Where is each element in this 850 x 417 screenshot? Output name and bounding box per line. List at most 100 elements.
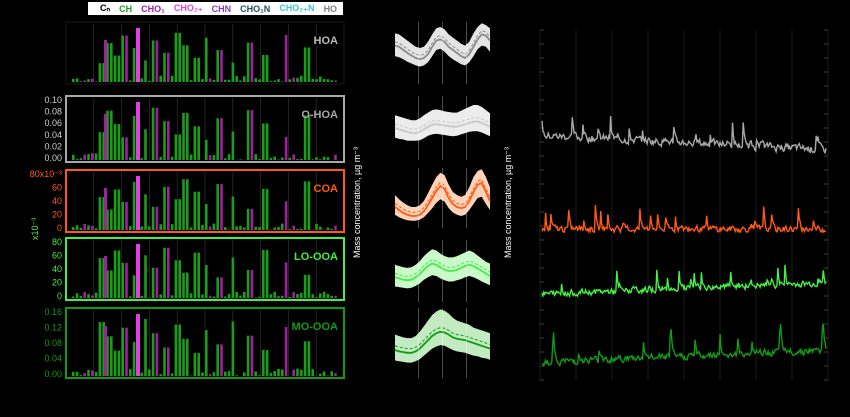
spectrum-bar	[216, 50, 219, 82]
mid-axis-label: Mass concentration, µg m⁻³	[352, 147, 362, 258]
spectrum-bar	[182, 179, 185, 230]
spectrum-bar	[189, 293, 193, 298]
spectrum-bar	[208, 295, 212, 298]
spectrum-bar	[159, 75, 162, 82]
spectrum-bar	[87, 79, 90, 82]
spectrum-bar	[91, 153, 94, 160]
spectrum-bar	[250, 335, 254, 376]
spectrum-bar	[104, 256, 107, 298]
spectrum-frame	[65, 307, 345, 379]
spectrum-bar	[178, 199, 181, 230]
spectrum-bar	[170, 373, 174, 376]
spectrum-bar	[79, 375, 83, 376]
spectrum-bar	[186, 272, 189, 298]
spectrum-bar	[227, 293, 231, 298]
spectrum-bar	[284, 262, 288, 298]
spectrum-bar	[246, 335, 250, 376]
spectrum-bar	[117, 350, 121, 376]
tick-label: 20	[52, 278, 62, 288]
spectrum-bar	[216, 184, 219, 230]
spectrum-bar	[167, 52, 170, 82]
spectrum-bar	[170, 295, 174, 298]
spectrum-bar	[205, 330, 208, 376]
spectrum-bar	[326, 157, 330, 160]
timeseries-line-lo-ooa	[541, 264, 827, 299]
spectrum-bar	[201, 294, 204, 298]
spectrum-bar	[288, 79, 292, 82]
tick-label: 0.04	[44, 130, 62, 140]
spectrum-bar	[235, 375, 238, 376]
spectrum-bar	[277, 296, 280, 298]
legend-item: CHO₁N	[240, 3, 271, 14]
spectrum-bar	[273, 80, 276, 82]
spectrum-bar	[311, 159, 314, 160]
spectrum-bar	[163, 121, 166, 160]
spectrum-bar	[243, 76, 246, 82]
spectrum-bar	[189, 227, 193, 230]
spectrum-bar	[212, 79, 216, 82]
spectrum-bar	[140, 158, 143, 160]
spectrum-bar	[83, 223, 86, 230]
spectrum-bar	[269, 81, 273, 82]
spectrum-bar	[159, 224, 162, 230]
tick-label: 0.00	[44, 153, 62, 163]
spectrum-bar	[155, 107, 159, 160]
spectrum-bar	[303, 115, 307, 160]
spectrum-bar	[273, 227, 276, 230]
spectrum-bar	[94, 292, 98, 298]
spectrum-bar	[303, 181, 307, 230]
spectrum-bar	[254, 297, 257, 298]
timeseries-line-coa	[541, 204, 827, 235]
spectrum-bar	[307, 47, 311, 82]
spectrum-bar	[322, 156, 326, 160]
spectrum-bar	[300, 369, 303, 376]
spectrum-bar	[129, 157, 132, 160]
spectrum-bar	[132, 275, 136, 298]
spectrum-bar	[91, 370, 94, 376]
spectrum-bar	[79, 296, 83, 298]
spectrum-bar	[132, 47, 136, 82]
spectrum-bar	[307, 341, 311, 376]
spectrum-bar	[319, 159, 322, 160]
spectrum-bar	[72, 78, 75, 82]
spectrum-bar	[140, 295, 143, 298]
spectrum-bar	[174, 134, 178, 160]
spectrum-bar	[235, 226, 238, 230]
spectrum-bar	[201, 224, 204, 230]
spectrum-bar	[262, 249, 265, 298]
spectrum-bar	[330, 295, 333, 298]
spectra-panels: HOA0.100.080.060.040.020.00O-HOA80x10⁻³6…	[30, 21, 345, 379]
spectrum-bar	[197, 252, 200, 298]
spectrum-bar	[239, 80, 242, 82]
spectrum-bar	[265, 249, 269, 298]
spectrum-bar	[303, 341, 307, 376]
spectrum-bar	[322, 371, 326, 376]
legend-item: CH	[119, 3, 133, 14]
spectrum-bar	[91, 78, 94, 82]
spectrum-bar	[186, 338, 189, 376]
spectrum-bar	[292, 225, 295, 230]
spectrum-bar	[300, 292, 303, 298]
spectrum-bar	[334, 154, 337, 160]
spectrum-bar	[246, 110, 250, 160]
spectrum-bar	[307, 181, 311, 230]
spectrum-bar	[319, 76, 322, 82]
spectrum-bar	[178, 32, 181, 82]
spectrum-bar	[284, 136, 288, 160]
spectrum-bar	[102, 132, 105, 160]
spectrum-bar	[182, 45, 185, 82]
spectrum-bar	[117, 250, 121, 298]
legend-item: CHO₂₊	[173, 3, 203, 13]
diurnal-panels	[394, 22, 491, 378]
spectrum-bar	[72, 371, 75, 376]
spectrum-bar	[155, 267, 159, 298]
spectrum-bar	[262, 349, 265, 376]
tick-label: 40	[52, 196, 62, 206]
spectrum-bar	[224, 371, 227, 376]
spectrum-bar	[170, 75, 174, 82]
spectrum-bar	[277, 368, 280, 376]
spectrum-bar	[197, 57, 200, 82]
legend-item: CHO₁	[141, 3, 165, 14]
spectrum-bar	[250, 42, 254, 82]
spectrum-bar	[148, 80, 151, 82]
